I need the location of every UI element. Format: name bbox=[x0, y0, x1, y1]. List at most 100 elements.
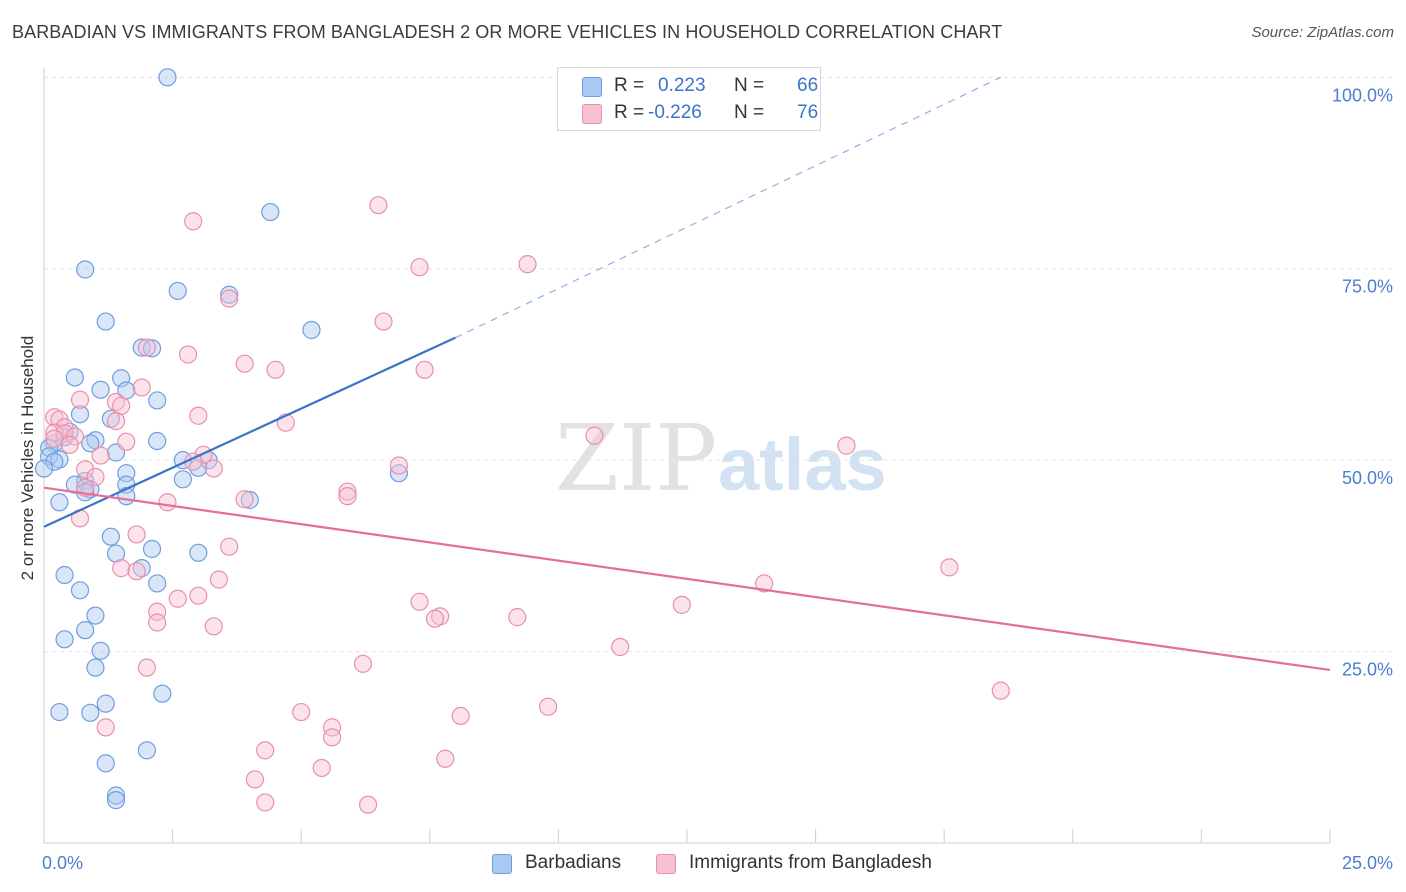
bangladesh-point bbox=[322, 728, 342, 747]
barbadian-point bbox=[91, 641, 110, 660]
bangladesh-point bbox=[112, 559, 131, 578]
legend-n-value: 76 bbox=[797, 102, 819, 123]
barbadian-point bbox=[96, 754, 115, 773]
y-tick-label: 75.0% bbox=[1342, 277, 1393, 297]
barbadian-point bbox=[55, 565, 74, 585]
barbadian-point bbox=[86, 606, 105, 625]
bangladesh-point bbox=[611, 637, 630, 657]
bottom-legend-swatch-barbadians bbox=[492, 854, 512, 874]
bangladesh-point bbox=[585, 426, 604, 445]
barbadian-trend-extension bbox=[455, 76, 1002, 339]
legend-n-label: N = bbox=[734, 102, 765, 123]
legend-r-label: R = bbox=[614, 102, 645, 123]
barbadian-point bbox=[50, 702, 69, 722]
barbadian-point bbox=[55, 630, 74, 649]
barbadian-point bbox=[81, 703, 100, 722]
barbadian-point bbox=[34, 459, 54, 478]
bangladesh-point bbox=[168, 589, 187, 608]
barbadian-point bbox=[220, 285, 239, 304]
barbadian-point bbox=[96, 694, 115, 713]
bangladesh-point bbox=[940, 558, 959, 577]
barbadian-point bbox=[86, 658, 105, 677]
barbadian-point bbox=[65, 368, 84, 387]
barbadian-point bbox=[76, 621, 95, 640]
legend-r-value: -0.226 bbox=[648, 102, 702, 123]
watermark-zip: ZIP bbox=[555, 405, 717, 512]
bangladesh-point bbox=[312, 758, 331, 778]
bangladesh-point bbox=[204, 617, 223, 636]
chart-title: BARBADIAN VS IMMIGRANTS FROM BANGLADESH … bbox=[12, 22, 1003, 42]
barbadian-point bbox=[142, 339, 162, 358]
barbadian-point bbox=[106, 791, 126, 810]
y-tick-label: 50.0% bbox=[1342, 468, 1393, 488]
barbadian-point bbox=[96, 312, 115, 331]
barbadian-point bbox=[148, 391, 167, 410]
barbadian-point bbox=[153, 684, 172, 703]
bangladesh-point bbox=[374, 312, 393, 331]
barbadian-point bbox=[142, 539, 162, 559]
barbadian-point bbox=[81, 434, 100, 453]
barbadian-point bbox=[45, 452, 64, 471]
bangladesh-point bbox=[91, 446, 110, 465]
bangladesh-point bbox=[358, 795, 378, 814]
legend-swatch-barbadians bbox=[582, 77, 602, 97]
bangladesh-point bbox=[508, 608, 527, 627]
x-tick-label: 25.0% bbox=[1342, 853, 1393, 873]
bangladesh-point bbox=[220, 289, 239, 308]
bangladesh-point bbox=[235, 490, 254, 509]
bangladesh-point bbox=[389, 456, 409, 475]
bangladesh-point bbox=[112, 396, 131, 415]
barbadian-point bbox=[168, 281, 187, 301]
barbadian-point bbox=[158, 68, 177, 87]
barbadian-point bbox=[70, 405, 90, 424]
bangladesh-point bbox=[410, 592, 429, 611]
bangladesh-point bbox=[220, 537, 239, 556]
bangladesh-point bbox=[76, 460, 95, 479]
bangladesh-point bbox=[322, 718, 342, 737]
barbadian-point bbox=[173, 470, 192, 489]
bangladesh-point bbox=[106, 412, 126, 431]
barbadian-point bbox=[137, 741, 156, 760]
bangladesh-point bbox=[266, 360, 285, 379]
bangladesh-point bbox=[178, 345, 198, 364]
bangladesh-point bbox=[127, 562, 146, 581]
barbadian-point bbox=[132, 559, 151, 578]
barbadian-point bbox=[148, 574, 167, 593]
bangladesh-point bbox=[245, 770, 265, 789]
bangladesh-point bbox=[189, 586, 208, 605]
bangladesh-point bbox=[55, 418, 74, 437]
bangladesh-point bbox=[369, 196, 388, 215]
bangladesh-point bbox=[338, 487, 357, 506]
bangladesh-point bbox=[415, 360, 434, 379]
bangladesh-trend-line bbox=[43, 486, 1331, 672]
bottom-legend-swatch-bangladesh bbox=[656, 854, 676, 874]
barbadian-point bbox=[389, 464, 409, 483]
axis-layer: 25.0% 50.0% 75.0% 100.0% 0.0% 25.0% bbox=[42, 68, 1393, 873]
y-axis-label: 2 or more Vehicles in Household bbox=[18, 335, 37, 581]
barbadian-point bbox=[76, 260, 95, 279]
bangladesh-point bbox=[235, 354, 254, 373]
legend-n-label: N = bbox=[734, 75, 765, 96]
bangladesh-point bbox=[292, 702, 311, 722]
barbadian-point bbox=[132, 338, 151, 357]
bangladesh-point bbox=[96, 718, 115, 737]
bangladesh-point bbox=[425, 609, 445, 628]
legend-swatch-bangladesh bbox=[582, 104, 602, 124]
bangladesh-point bbox=[117, 432, 136, 451]
stats-legend: R = 0.223 N = 66 R = -0.226 N = 76 bbox=[557, 67, 821, 131]
x-tick-label: 0.0% bbox=[42, 853, 83, 873]
bangladesh-point bbox=[256, 741, 275, 760]
bangladesh-point bbox=[837, 436, 856, 455]
y-tick-label: 25.0% bbox=[1342, 660, 1393, 680]
bangladesh-point bbox=[991, 681, 1010, 700]
watermark-atlas: atlas bbox=[718, 423, 887, 506]
bangladesh-point bbox=[410, 258, 429, 277]
bangladesh-point bbox=[158, 493, 177, 512]
bangladesh-point bbox=[209, 570, 228, 589]
bangladesh-point bbox=[148, 602, 167, 621]
barbadian-point bbox=[70, 581, 90, 600]
bangladesh-point bbox=[672, 595, 691, 614]
bangladesh-point bbox=[127, 525, 146, 544]
y-tick-label: 100.0% bbox=[1332, 85, 1393, 105]
